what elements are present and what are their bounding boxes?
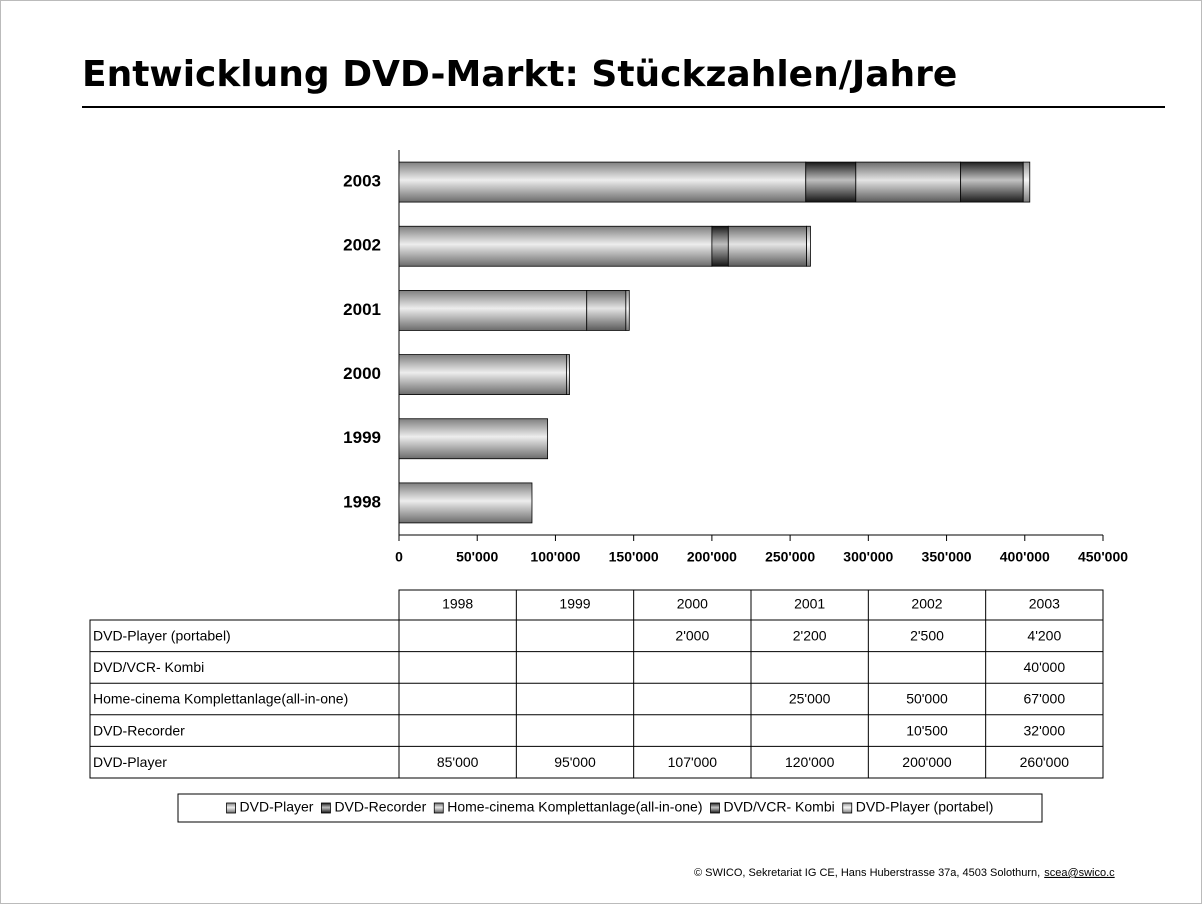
bar-segment — [855, 161, 962, 203]
bar-segment — [398, 290, 588, 331]
x-tick-label: 300'000 — [843, 549, 893, 565]
table-header-cell: 2001 — [794, 596, 825, 612]
y-tick-label: 1998 — [343, 492, 381, 511]
chart-title: Entwicklung DVD-Markt: Stückzahlen/Jahre — [82, 54, 957, 95]
footer-text: © SWICO, Sekretariat IG CE, Hans Huberst… — [694, 867, 1040, 879]
bar-segment — [398, 161, 807, 203]
data-table: 1998 1999 2000 2001 2002 2003 DVD-Player (port… — [89, 589, 1104, 779]
legend-label: DVD-Player — [240, 799, 314, 815]
table-cell: 200'000 — [902, 754, 952, 770]
bar-segment — [1022, 161, 1031, 203]
legend-swatch — [710, 802, 720, 814]
table-cell: 260'000 — [1020, 754, 1070, 770]
bar-segment — [727, 225, 807, 267]
bar-segment — [398, 418, 549, 460]
y-tick-label: 2000 — [343, 364, 381, 383]
x-tick-label: 100'000 — [530, 549, 580, 565]
y-tick-label: 2003 — [343, 172, 381, 191]
table-row-label: Home-cinema Komplettanlage(all-in-one) — [93, 691, 348, 707]
table-cell: 40'000 — [1024, 659, 1066, 675]
table-cell: 32'000 — [1024, 722, 1066, 738]
legend: DVD-Player DVD-Recorder Home-cinema Komple… — [177, 793, 1043, 823]
legend-label: DVD-Player (portabel) — [856, 799, 994, 815]
bar-segment — [805, 161, 857, 203]
table-cell: 85'000 — [437, 754, 479, 770]
x-tick-label: 50'000 — [456, 549, 498, 565]
x-tick-label: 400'000 — [1000, 549, 1050, 565]
table-cell: 120'000 — [785, 754, 835, 770]
table-cell: 4'200 — [1027, 628, 1061, 644]
table-header-cell: 2003 — [1029, 596, 1060, 612]
table-cell: 67'000 — [1024, 691, 1066, 707]
table-header-cell: 2000 — [677, 596, 708, 612]
x-tick-label: 350'000 — [922, 549, 972, 565]
bar-segment — [398, 354, 567, 395]
table-cell: 50'000 — [906, 691, 948, 707]
table-header-cell: 2002 — [911, 596, 942, 612]
bar-segment — [398, 482, 533, 524]
legend-label: DVD-Recorder — [334, 799, 426, 815]
x-tick-label: 200'000 — [687, 549, 737, 565]
x-tick-label: 250'000 — [765, 549, 815, 565]
legend-swatch — [321, 802, 331, 814]
legend-label: DVD/VCR- Kombi — [723, 799, 834, 815]
table-cell: 2'000 — [675, 628, 709, 644]
bar-segment — [565, 354, 570, 395]
bar-segment — [586, 290, 627, 331]
table-cell: 2'200 — [793, 628, 827, 644]
footer: © SWICO, Sekretariat IG CE, Hans Huberst… — [694, 867, 1115, 879]
legend-label: Home-cinema Komplettanlage(all-in-one) — [447, 799, 702, 815]
x-tick-label: 450'000 — [1078, 549, 1128, 565]
table-cell: 10'500 — [906, 722, 948, 738]
bar-segment — [625, 290, 630, 331]
x-tick-label: 150'000 — [609, 549, 659, 565]
table-header-cell: 1998 — [442, 596, 473, 612]
table-cell: 2'500 — [910, 628, 944, 644]
x-tick-label: 0 — [395, 549, 403, 565]
table-cell: 25'000 — [789, 691, 831, 707]
legend-swatch — [226, 802, 236, 814]
table-row-label: DVD/VCR- Kombi — [93, 659, 204, 675]
bar-segment — [960, 161, 1024, 203]
table-cell: 95'000 — [554, 754, 596, 770]
y-tick-label: 1999 — [343, 428, 381, 447]
footer-email: scea@swico.c — [1044, 867, 1115, 879]
table-header-cell: 1999 — [559, 596, 590, 612]
y-tick-label: 2002 — [343, 236, 381, 255]
table-row-label: DVD-Player (portabel) — [93, 628, 231, 644]
table-cell: 107'000 — [668, 754, 718, 770]
legend-swatch — [433, 802, 444, 814]
legend-swatch — [842, 802, 853, 814]
table-row-label: DVD-Recorder — [93, 722, 185, 738]
table-body-box — [89, 619, 1104, 779]
bar-segment — [711, 225, 729, 267]
bar-segment — [398, 225, 713, 267]
y-tick-label: 2001 — [343, 300, 381, 319]
bar-segment — [806, 225, 811, 267]
table-row-label: DVD-Player — [93, 754, 167, 770]
